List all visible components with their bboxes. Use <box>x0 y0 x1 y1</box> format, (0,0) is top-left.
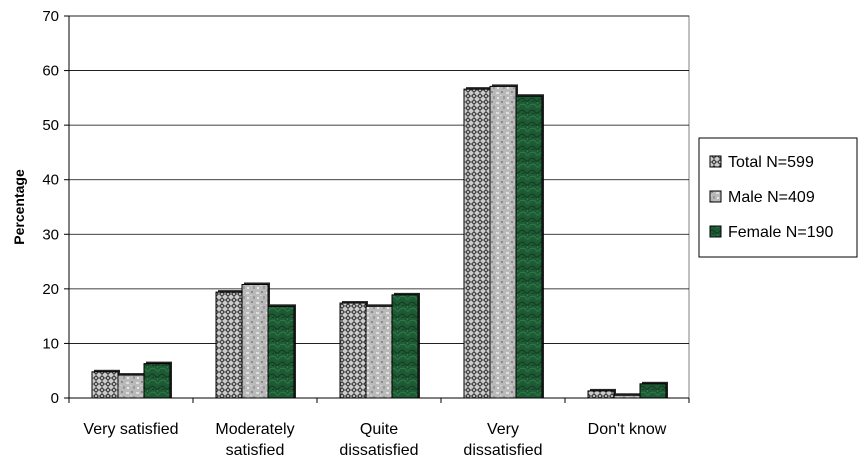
bar-total <box>91 371 119 399</box>
legend-swatch <box>709 225 722 238</box>
bar-total <box>339 302 367 399</box>
y-tick-label: 70 <box>42 8 59 25</box>
y-tick-label: 30 <box>42 226 59 243</box>
y-tick-label: 10 <box>42 335 59 352</box>
bar-male <box>241 283 269 399</box>
bar-male <box>117 374 145 399</box>
y-tick-label: 60 <box>42 63 59 80</box>
bar-male <box>489 85 517 399</box>
x-category-label: Quite dissatisfied <box>339 421 418 459</box>
legend-swatch <box>709 190 722 203</box>
legend-box <box>698 137 858 258</box>
x-category-label: Moderately satisfied <box>215 421 294 459</box>
bar-female <box>639 383 667 399</box>
bar-total <box>463 88 491 399</box>
bar-total <box>215 291 243 399</box>
bar-female <box>143 363 171 399</box>
bar-female <box>267 305 295 399</box>
legend-label: Male N=409 <box>728 189 815 206</box>
y-tick-label: 40 <box>42 172 59 189</box>
x-category-label: Very satisfied <box>83 421 178 438</box>
bars <box>91 84 668 399</box>
legend-swatch <box>709 155 722 168</box>
x-category-label: Don't know <box>588 421 667 438</box>
y-tick-label: 20 <box>42 281 59 298</box>
labels: 0 10 20 30 40 50 60 70 Very satisfied Moderately s… <box>11 8 667 459</box>
bar-total <box>587 390 615 399</box>
legend-label: Total N=599 <box>728 154 814 171</box>
legend: Total N=599 Male N=409 Female N=190 <box>698 137 858 258</box>
bar-female <box>515 95 543 399</box>
x-category-label: Very dissatisfied <box>463 421 542 459</box>
axes <box>64 15 690 403</box>
y-tick-label: 0 <box>51 390 59 407</box>
y-tick-label: 50 <box>42 117 59 134</box>
y-axis-title: Percentage <box>11 169 27 245</box>
legend-label: Female N=190 <box>728 224 833 241</box>
bar-female <box>391 294 419 399</box>
bar-male <box>365 305 393 399</box>
